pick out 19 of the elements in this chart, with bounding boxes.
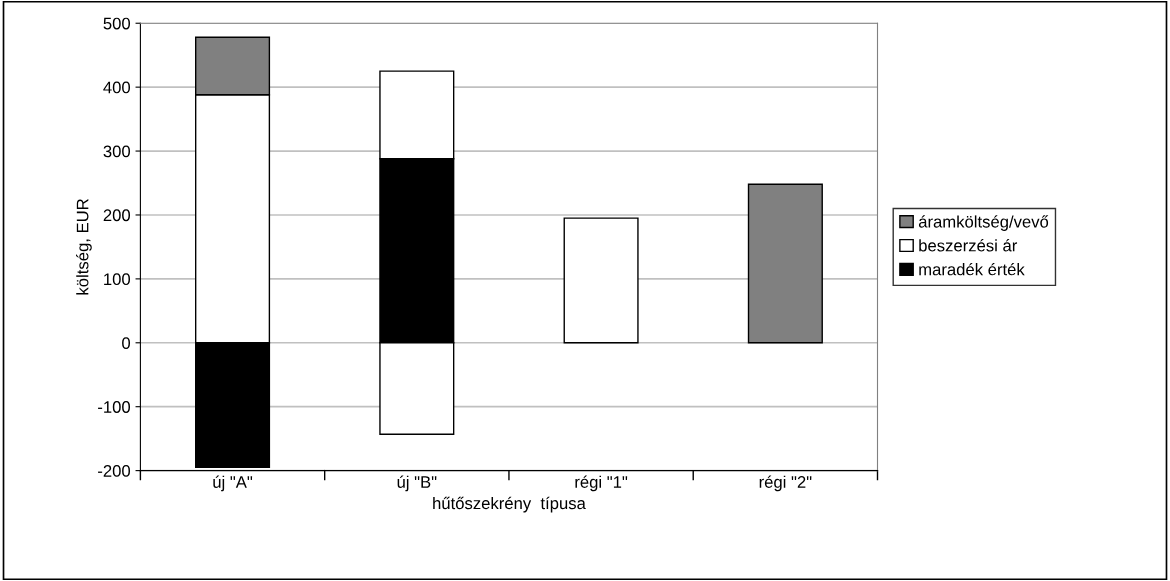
- x-tick-label: új "B": [397, 475, 437, 492]
- y-tick-label: -200: [98, 465, 131, 477]
- x-tick-label: régi "1": [575, 475, 628, 492]
- y-tick-label: 400: [103, 81, 131, 94]
- y-tick-label: 500: [103, 17, 131, 30]
- y-tick-label: 300: [103, 145, 131, 158]
- y-tick-label: 200: [103, 209, 131, 222]
- legend-label: maradék érték: [919, 262, 1025, 276]
- y-axis-title: költség, EUR: [76, 199, 92, 295]
- y-tick-label: 0: [122, 337, 131, 349]
- legend-label: beszerzési ár: [919, 239, 1018, 252]
- bar: [747, 183, 823, 344]
- y-tick-label: 100: [104, 273, 131, 286]
- x-tick-label: régi "2": [759, 475, 812, 492]
- x-tick-label: új "A": [213, 475, 253, 492]
- legend-label: áramköltség/vevő: [918, 215, 1049, 231]
- x-axis-title: hűtőszekrény típusa: [433, 496, 586, 513]
- bar: [563, 217, 639, 344]
- y-tick-label: -100: [98, 401, 131, 413]
